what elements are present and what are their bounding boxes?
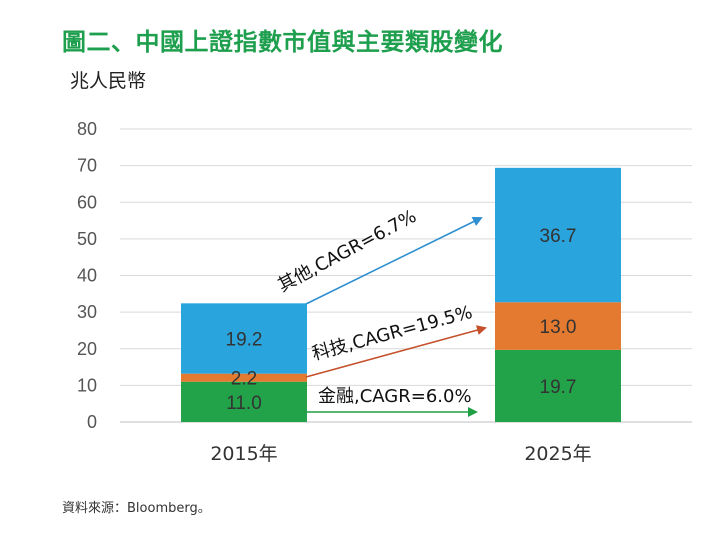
x-axis-categories: 2015年 2025年 <box>210 443 591 465</box>
data-label: 36.7 <box>540 226 577 247</box>
y-tick-label: 40 <box>77 266 97 286</box>
y-tick-label: 20 <box>77 339 97 359</box>
source-note: 資料來源：Bloomberg。 <box>62 501 211 516</box>
annotation-others: 其他,CAGR=6.7% <box>274 206 419 297</box>
bar-金融-1 <box>495 349 621 422</box>
y-tick-label: 50 <box>77 229 97 249</box>
arrow-tech <box>305 325 487 378</box>
y-axis-ticks: 0 10 20 30 40 50 60 70 80 <box>77 119 97 432</box>
x-category-label: 2015年 <box>210 443 277 465</box>
y-tick-label: 10 <box>77 375 97 395</box>
x-category-label: 2025年 <box>524 443 591 465</box>
chart-title: 圖二、中國上證指數市值與主要類股變化 <box>62 28 503 56</box>
data-label: 19.2 <box>226 329 263 350</box>
bar-其他-1 <box>495 167 621 303</box>
bar-科技-1 <box>495 302 621 350</box>
bars <box>181 167 621 422</box>
bar-金融-0 <box>181 381 307 422</box>
y-tick-label: 30 <box>77 302 97 322</box>
bar-其他-0 <box>181 303 307 374</box>
y-tick-label: 70 <box>77 156 97 176</box>
data-label: 13.0 <box>540 317 577 338</box>
data-labels: 11.0 2.2 19.2 19.7 13.0 36.7 <box>226 226 577 414</box>
data-label: 2.2 <box>231 369 257 390</box>
unit-label: 兆人民幣 <box>70 70 147 92</box>
y-tick-label: 0 <box>87 412 97 432</box>
annotation-finance: 金融,CAGR=6.0% <box>318 386 472 407</box>
annotation-tech: 科技,CAGR=19.5% <box>310 302 475 365</box>
data-label: 19.7 <box>540 377 577 398</box>
y-tick-label: 60 <box>77 192 97 212</box>
cagr-arrows <box>305 217 487 417</box>
y-tick-label: 80 <box>77 119 97 139</box>
arrow-others <box>305 217 483 305</box>
bar-科技-0 <box>181 373 307 382</box>
data-label: 11.0 <box>226 393 262 414</box>
